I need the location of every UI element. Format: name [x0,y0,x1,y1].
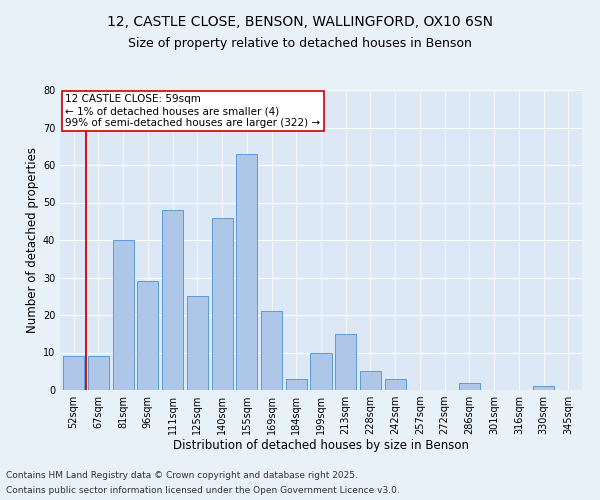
Text: 12, CASTLE CLOSE, BENSON, WALLINGFORD, OX10 6SN: 12, CASTLE CLOSE, BENSON, WALLINGFORD, O… [107,15,493,29]
Bar [261,311,282,390]
Bar [187,296,208,390]
Bar [286,379,307,390]
Y-axis label: Number of detached properties: Number of detached properties [26,147,38,333]
Bar [63,356,84,390]
Bar [310,352,332,390]
Bar [212,218,233,390]
Bar [385,379,406,390]
Bar [459,382,480,390]
Bar [533,386,554,390]
Bar [88,356,109,390]
X-axis label: Distribution of detached houses by size in Benson: Distribution of detached houses by size … [173,438,469,452]
Text: Contains HM Land Registry data © Crown copyright and database right 2025.: Contains HM Land Registry data © Crown c… [6,471,358,480]
Bar [162,210,183,390]
Bar [335,334,356,390]
Bar [236,154,257,390]
Text: Size of property relative to detached houses in Benson: Size of property relative to detached ho… [128,38,472,51]
Text: Contains public sector information licensed under the Open Government Licence v3: Contains public sector information licen… [6,486,400,495]
Bar [360,371,381,390]
Bar [113,240,134,390]
Text: 12 CASTLE CLOSE: 59sqm
← 1% of detached houses are smaller (4)
99% of semi-detac: 12 CASTLE CLOSE: 59sqm ← 1% of detached … [65,94,320,128]
Bar [137,281,158,390]
